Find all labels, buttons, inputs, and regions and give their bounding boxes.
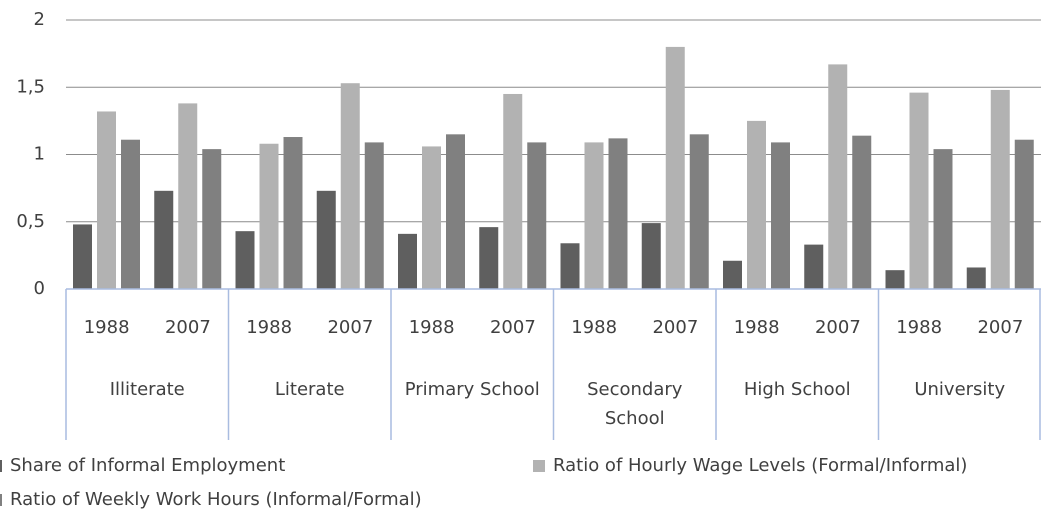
bar: [398, 233, 417, 289]
bar: [966, 267, 986, 289]
group-label: High School: [744, 379, 851, 400]
x-tick-label: 2007: [490, 317, 536, 338]
y-tick-label: 1: [34, 144, 45, 165]
bar: [665, 46, 685, 290]
x-tick-label: 1988: [84, 317, 130, 338]
bar: [1014, 139, 1034, 289]
y-tick-label: 0,5: [16, 211, 45, 232]
bar: [503, 93, 523, 289]
bar: [771, 142, 790, 289]
y-tick-label: 2: [34, 9, 45, 30]
legend-swatch: [0, 460, 2, 472]
legend-swatch: [533, 460, 545, 472]
bar: [202, 149, 222, 289]
bar: [852, 135, 872, 289]
bar: [97, 111, 116, 290]
bar: [73, 224, 92, 289]
bar: [527, 142, 547, 289]
x-tick-label: 2007: [977, 317, 1023, 338]
bar: [446, 134, 465, 289]
group-label: Literate: [275, 379, 345, 400]
bar: [608, 138, 628, 289]
group-label: Primary School: [405, 379, 540, 400]
bar: [235, 231, 255, 289]
bar: [364, 142, 384, 289]
x-tick-label: 2007: [165, 317, 211, 338]
legend-label: Ratio of Hourly Wage Levels (Formal/Info…: [553, 455, 967, 476]
bar: [689, 134, 709, 289]
x-tick-label: 1988: [246, 317, 292, 338]
bar: [828, 64, 848, 289]
x-tick-label: 1988: [734, 317, 780, 338]
x-tick-label: 2007: [327, 317, 373, 338]
x-tick-label: 2007: [815, 317, 861, 338]
bar: [340, 83, 360, 289]
bar: [723, 260, 742, 289]
bar: [804, 244, 824, 289]
y-tick-label: 1,5: [16, 76, 45, 97]
bar: [479, 227, 499, 289]
legend-label: Ratio of Weekly Work Hours (Informal/For…: [10, 489, 422, 510]
bar: [933, 149, 953, 289]
bar: [259, 143, 279, 289]
bar: [990, 89, 1010, 289]
bar: [316, 190, 336, 289]
group-label: Secondary School: [587, 379, 683, 429]
legend-label: Share of Informal Employment: [10, 455, 285, 476]
bar: [641, 223, 661, 289]
bar: [154, 190, 174, 289]
bar: [909, 92, 929, 289]
bar: [584, 142, 604, 289]
bar: [283, 137, 303, 289]
x-tick-label: 1988: [409, 317, 455, 338]
legend-swatch: [0, 494, 2, 506]
bar: [422, 146, 441, 289]
x-tick-label: 1988: [896, 317, 942, 338]
x-tick-label: 1988: [571, 317, 617, 338]
bar: [560, 243, 580, 289]
bar: [121, 139, 140, 289]
group-label: Illiterate: [110, 379, 185, 400]
bar: [747, 120, 766, 289]
x-tick-label: 2007: [652, 317, 698, 338]
group-label: University: [914, 379, 1005, 400]
bar: [885, 270, 905, 289]
y-tick-label: 0: [34, 278, 45, 299]
bar: [178, 103, 198, 289]
